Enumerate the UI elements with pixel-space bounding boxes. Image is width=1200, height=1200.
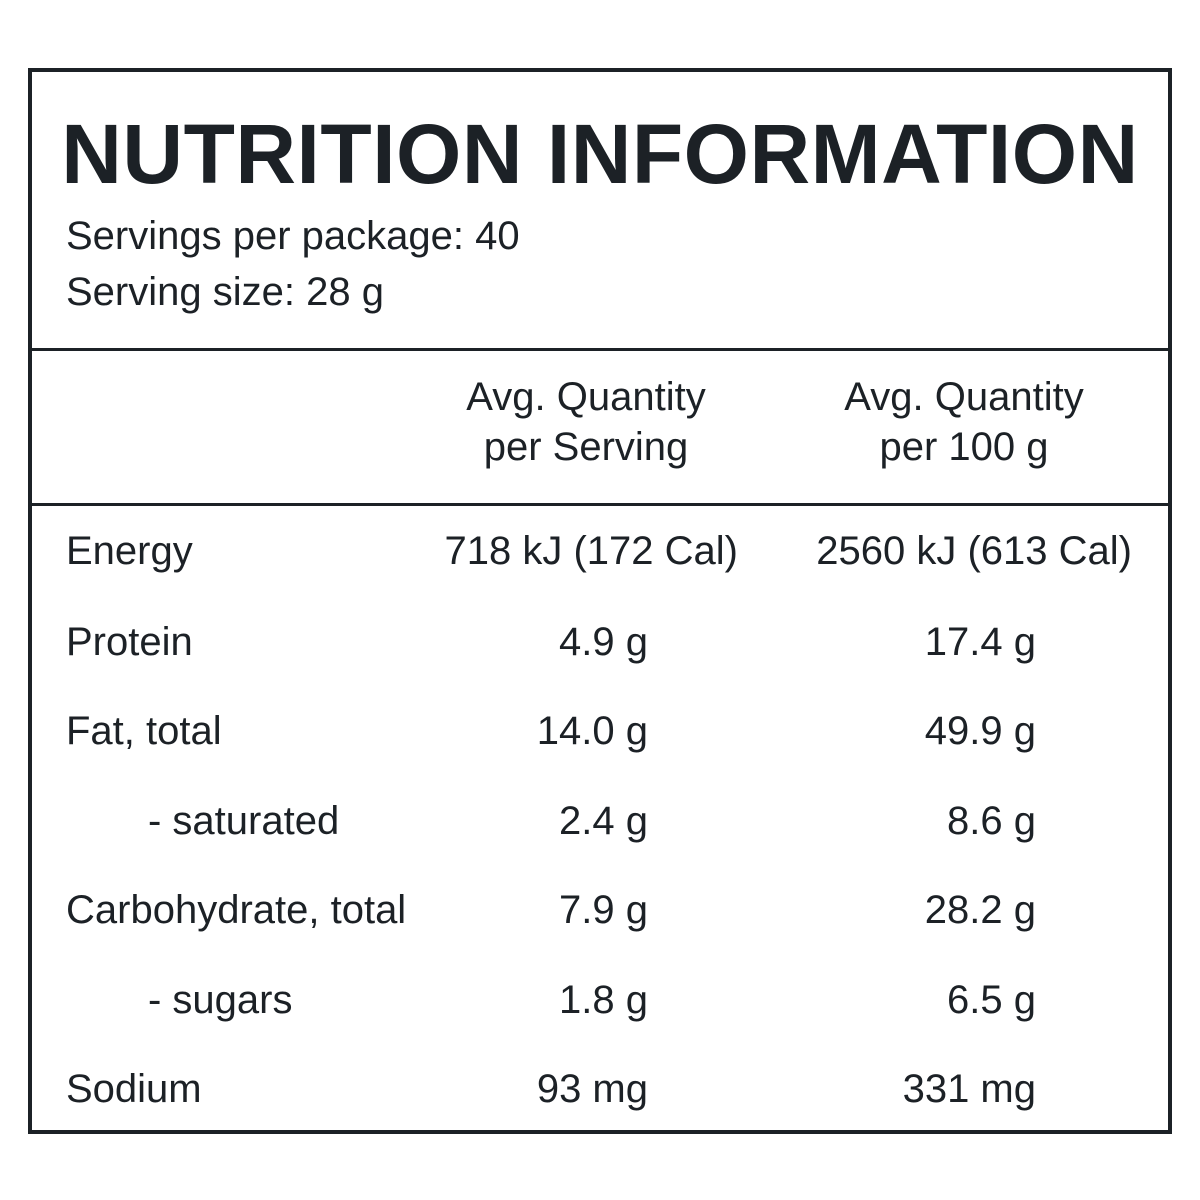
- column-header-per-100g: Avg. Quantity per 100 g: [844, 375, 1084, 469]
- table-divider: [32, 503, 1168, 506]
- nutrient-row-protein: Protein 4.9 g 17.4 g: [32, 612, 1168, 672]
- value-per-serving: 1.8 g: [559, 978, 648, 1022]
- value-per-serving: 718 kJ (172 Cal): [444, 529, 738, 573]
- value-per-serving: 14.0 g: [536, 709, 648, 753]
- value-per-serving: 93 mg: [536, 1067, 648, 1111]
- value-per-serving: 4.9 g: [559, 620, 648, 664]
- servings-per-package: Servings per package: 40: [66, 214, 520, 258]
- nutrient-row-energy: Energy 718 kJ (172 Cal) 2560 kJ (613 Cal…: [32, 521, 1168, 581]
- nutrition-panel: NUTRITION INFORMATION Servings per packa…: [28, 68, 1172, 1134]
- nutrient-label: - sugars: [148, 978, 293, 1022]
- nutrient-row-fat-total: Fat, total 14.0 g 49.9 g: [32, 701, 1168, 761]
- nutrient-label: Energy: [66, 529, 193, 573]
- serving-size: Serving size: 28 g: [66, 270, 384, 314]
- value-per-100g: 28.2 g: [924, 888, 1036, 932]
- nutrient-label: Fat, total: [66, 709, 222, 753]
- value-per-serving: 7.9 g: [559, 888, 648, 932]
- nutrient-row-sodium: Sodium 93 mg 331 mg: [32, 1059, 1168, 1119]
- column-header-per-serving: Avg. Quantity per Serving: [466, 375, 706, 469]
- nutrient-label: Protein: [66, 620, 193, 664]
- value-per-100g: 6.5 g: [947, 978, 1036, 1022]
- nutrient-row-saturated: - saturated 2.4 g 8.6 g: [32, 791, 1168, 851]
- header-divider: [32, 348, 1168, 351]
- value-per-100g: 17.4 g: [924, 620, 1036, 664]
- panel-title: NUTRITION INFORMATION: [61, 107, 1139, 201]
- value-per-100g: 49.9 g: [924, 709, 1036, 753]
- value-per-100g: 331 mg: [902, 1067, 1036, 1111]
- nutrient-label: Carbohydrate, total: [66, 888, 407, 932]
- value-per-serving: 2.4 g: [559, 799, 648, 843]
- value-per-100g: 8.6 g: [947, 799, 1036, 843]
- nutrient-row-carbohydrate-total: Carbohydrate, total 7.9 g 28.2 g: [32, 880, 1168, 940]
- nutrient-label: Sodium: [66, 1067, 202, 1111]
- nutrient-label: - saturated: [148, 799, 340, 843]
- nutrient-row-sugars: - sugars 1.8 g 6.5 g: [32, 970, 1168, 1030]
- value-per-100g: 2560 kJ (613 Cal): [816, 529, 1132, 573]
